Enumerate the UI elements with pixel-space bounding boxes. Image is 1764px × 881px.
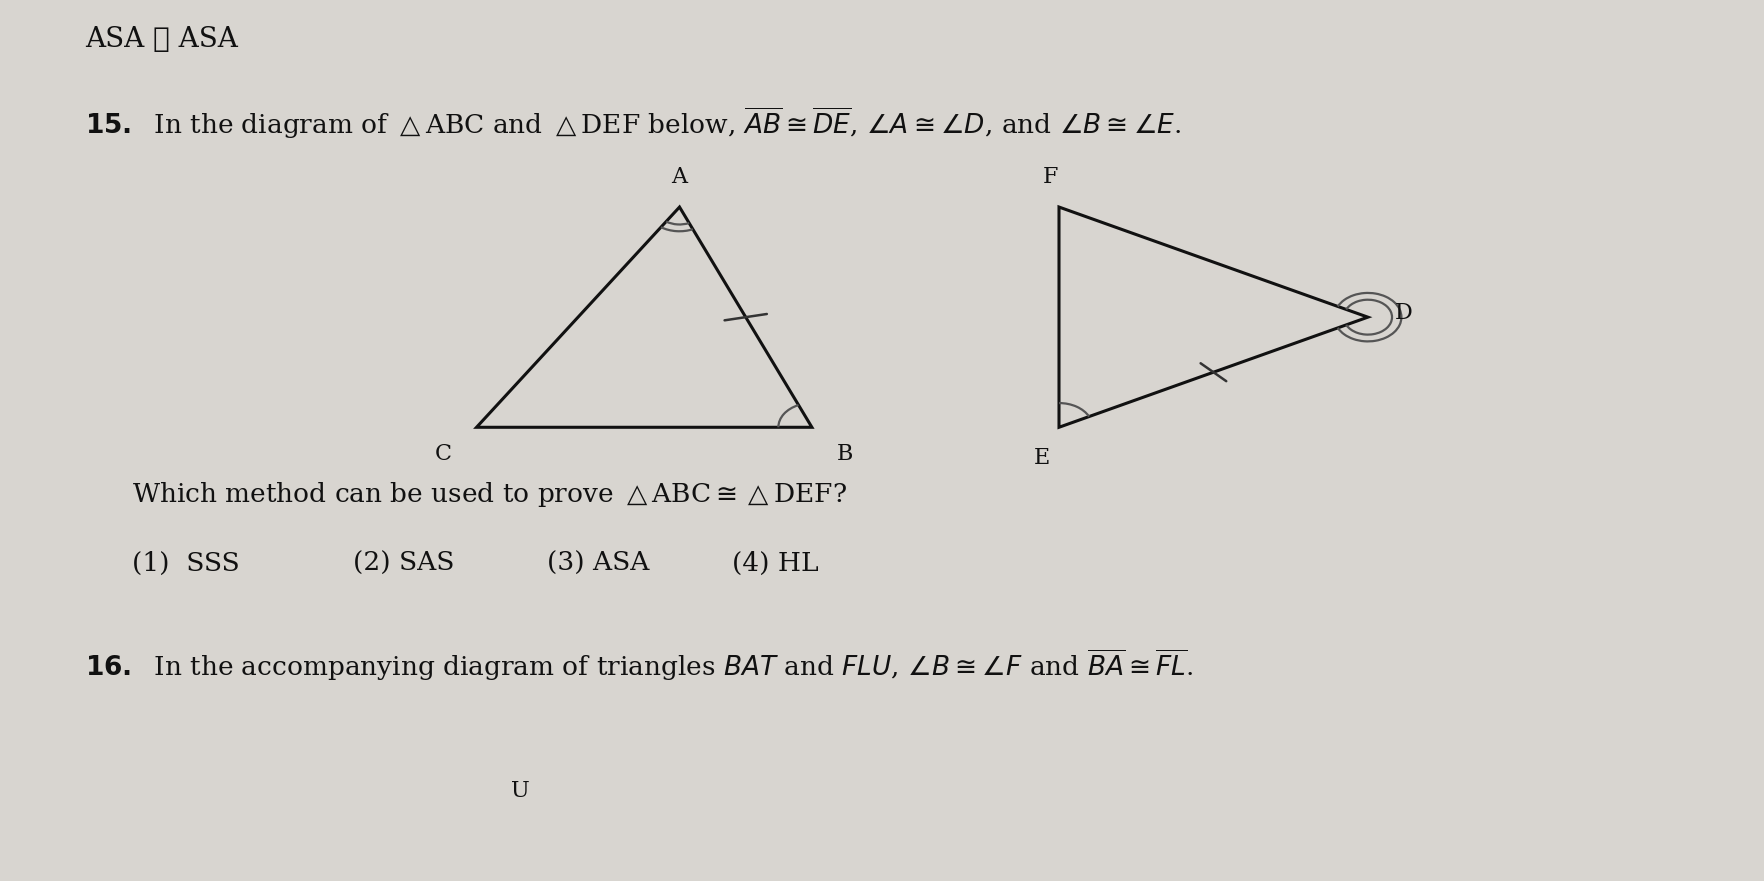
Text: A: A (670, 166, 688, 188)
Text: F: F (1043, 166, 1057, 188)
Text: E: E (1034, 447, 1050, 469)
Text: $\mathbf{15.}$  In the diagram of $\triangle$ABC and $\triangle$DEF below, $\ove: $\mathbf{15.}$ In the diagram of $\trian… (85, 106, 1180, 141)
Text: Which method can be used to prove $\triangle$ABC$\cong\triangle$DEF?: Which method can be used to prove $\tria… (132, 480, 847, 509)
Text: (4) HL: (4) HL (732, 551, 818, 575)
Text: D: D (1394, 302, 1411, 323)
Text: C: C (434, 443, 452, 465)
Text: B: B (836, 443, 852, 465)
Text: $\mathbf{16.}$  In the accompanying diagram of triangles $BAT$ and $FLU$, $\angl: $\mathbf{16.}$ In the accompanying diagr… (85, 648, 1192, 683)
Text: (3) ASA: (3) ASA (547, 551, 649, 575)
Text: (1)  SSS: (1) SSS (132, 551, 240, 575)
Text: U: U (512, 780, 529, 802)
Text: ASA ≅ ASA: ASA ≅ ASA (85, 26, 238, 54)
Text: (2) SAS: (2) SAS (353, 551, 453, 575)
